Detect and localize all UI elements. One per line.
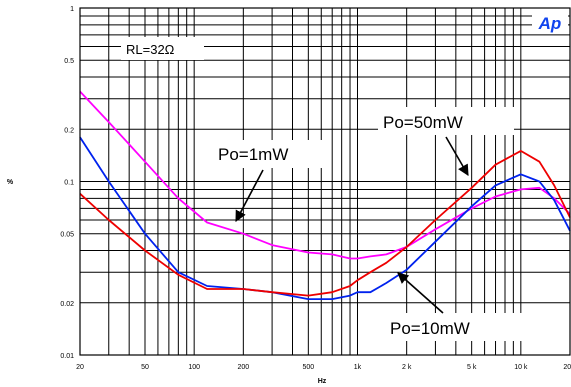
x-tick-label: 2 k [402,364,412,371]
annotation-po-1mw-arrow [235,169,264,222]
y-tick-label: 0.5 [64,58,74,65]
x-tick-label: 1k [354,364,362,371]
annotation-po-10mw-arrow [397,272,444,314]
condition-label: RL=32Ω [126,42,175,57]
y-tick-label: 0.05 [60,232,74,239]
logo-text: Ap [538,14,562,33]
y-tick-label: 1 [70,6,74,13]
logo: Ap [532,11,568,33]
annotation-po-50mw: Po=50mW [378,107,514,176]
annotation-po-1mw-text: Po=1mW [218,145,288,164]
x-tick-label: 100 [188,364,200,371]
annotation-po-10mw-text: Po=10mW [390,319,470,338]
grid [79,8,571,355]
y-tick-label: 0.02 [60,301,74,308]
annotation-po-50mw-text: Po=50mW [383,113,463,132]
annotation-po-10mw: Po=10mW [385,272,525,341]
y-tick-label: 0.2 [64,127,74,134]
annotation-po-1mw: Po=1mW [214,140,330,222]
x-tick-labels: 20 50 100 200 500 1k 2 k 5 k 10 k 20 k [76,364,571,371]
y-tick-labels: 0.01 0.02 0.05 0.1 0.2 0.5 1 [60,6,74,360]
annotation-po-50mw-arrow [445,136,469,176]
x-axis-label: Hz [318,378,327,385]
x-tick-label: 10 k [514,364,528,371]
condition-box: RL=32Ω [121,37,204,60]
y-tick-label: 0.01 [60,353,74,360]
y-tick-label: 0.1 [64,180,74,187]
x-tick-label: 200 [237,364,249,371]
plot-frame [79,7,571,356]
y-axis-label: % [7,179,14,186]
series-lines [79,90,571,301]
series-line-po-10mw [79,136,571,301]
series-line-po-50mw [79,149,571,297]
x-tick-label: 50 [141,364,149,371]
x-tick-label: 5 k [467,364,477,371]
x-tick-label: 20 [76,364,84,371]
x-tick-label: 20 k [563,364,571,371]
x-tick-label: 500 [302,364,314,371]
series-line-po-1mw [79,90,571,260]
